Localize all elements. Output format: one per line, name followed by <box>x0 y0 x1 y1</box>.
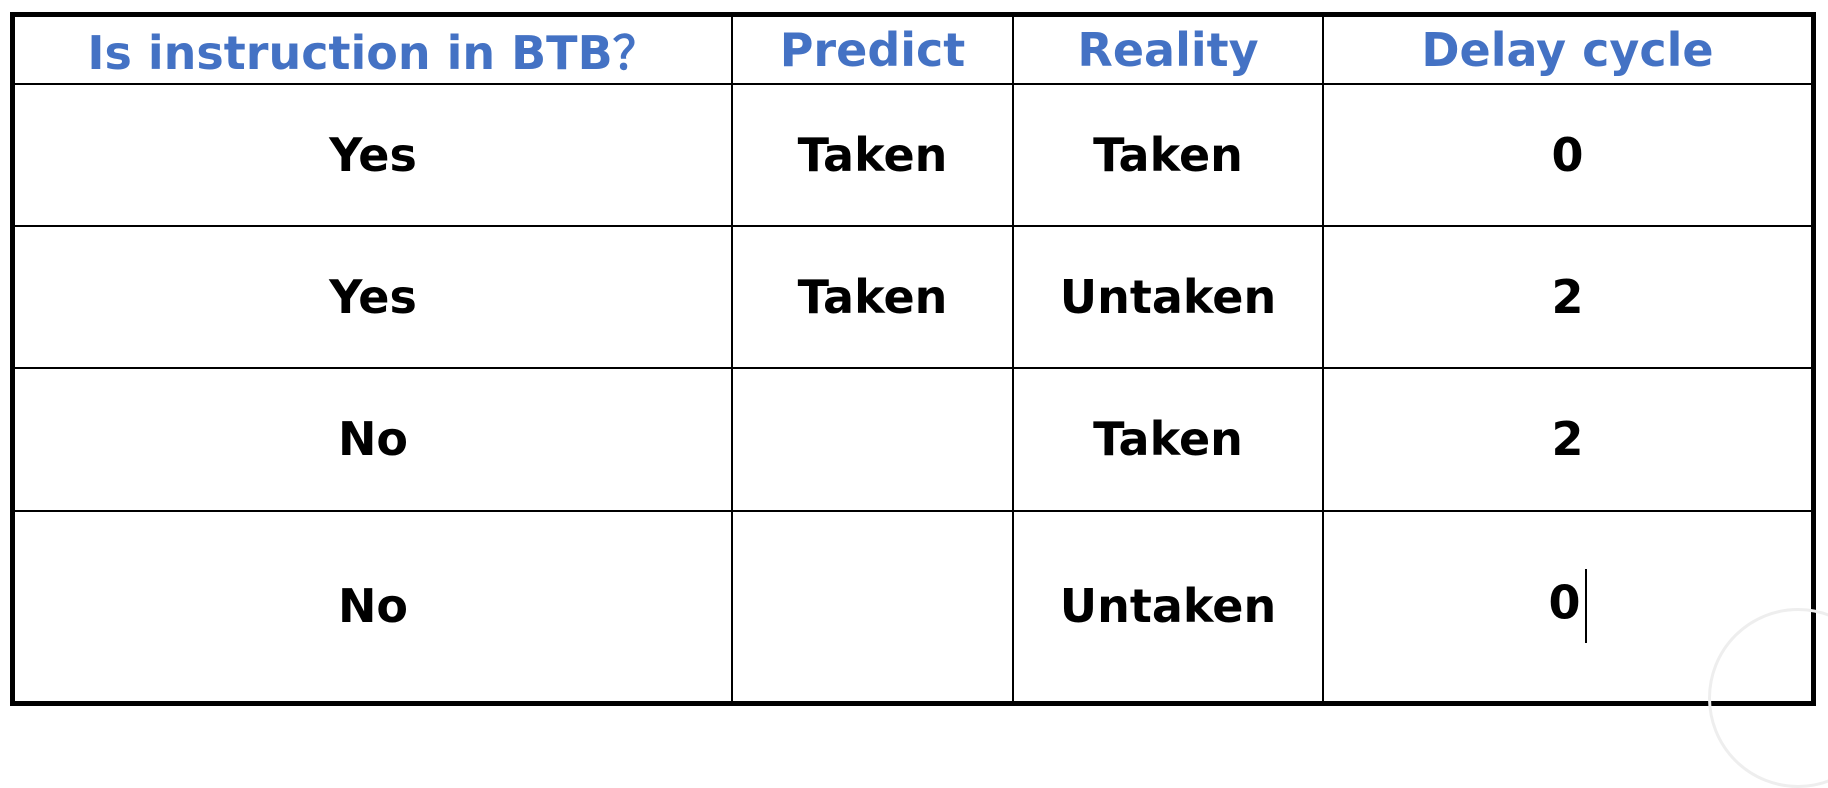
cell-predict[interactable]: Taken <box>731 225 1014 370</box>
cell-delay-cycle[interactable]: 2 <box>1322 367 1811 512</box>
table-row: No Untaken 0 <box>15 509 1811 701</box>
cell-in-btb[interactable]: Yes <box>15 225 733 370</box>
cell-reality[interactable]: Taken <box>1012 82 1324 228</box>
btb-table-frame: Is instruction in BTB？ Predict Reality D… <box>10 12 1816 706</box>
cell-reality[interactable]: Untaken <box>1012 225 1324 370</box>
cell-delay-cycle-value: 0 <box>1548 575 1581 630</box>
cell-in-btb[interactable]: No <box>15 367 733 512</box>
header-in-btb: Is instruction in BTB？ <box>15 17 733 85</box>
cell-in-btb[interactable]: No <box>15 509 733 701</box>
cell-delay-cycle[interactable]: 2 <box>1322 225 1811 370</box>
table-header-row: Is instruction in BTB？ Predict Reality D… <box>15 17 1811 85</box>
cell-predict[interactable] <box>731 509 1014 701</box>
table-row: Yes Taken Taken 0 <box>15 82 1811 228</box>
btb-table: Is instruction in BTB？ Predict Reality D… <box>15 17 1811 701</box>
text-cursor <box>1584 569 1587 644</box>
cell-reality[interactable]: Taken <box>1012 367 1324 512</box>
cell-predict[interactable] <box>731 367 1014 512</box>
header-predict: Predict <box>731 17 1014 85</box>
cell-in-btb[interactable]: Yes <box>15 82 733 228</box>
table-row: Yes Taken Untaken 2 <box>15 225 1811 370</box>
cell-reality[interactable]: Untaken <box>1012 509 1324 701</box>
cell-predict[interactable]: Taken <box>731 82 1014 228</box>
header-delay-cycle: Delay cycle <box>1322 17 1811 85</box>
table-row: No Taken 2 <box>15 367 1811 512</box>
cell-delay-cycle[interactable]: 0 <box>1322 82 1811 228</box>
header-reality: Reality <box>1012 17 1324 85</box>
